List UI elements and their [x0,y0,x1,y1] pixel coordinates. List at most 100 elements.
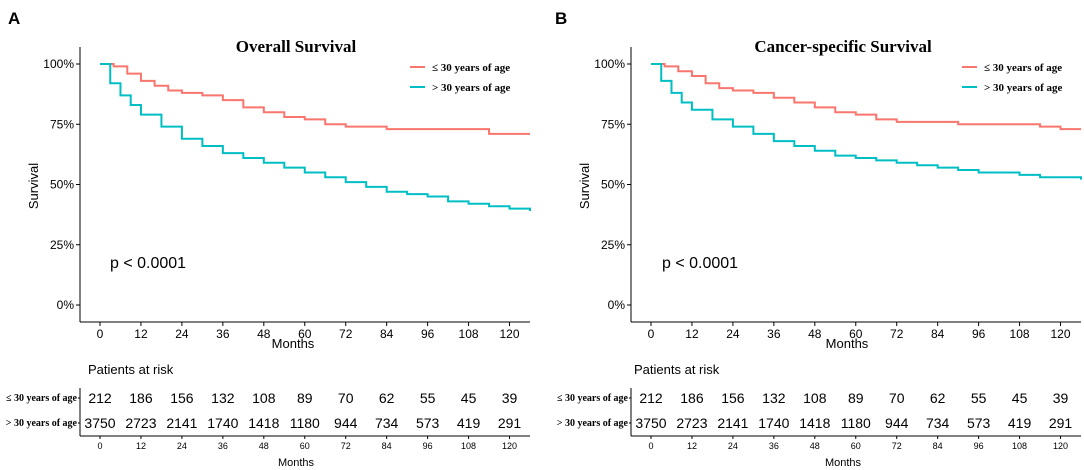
risk-x-tick-label: 24 [177,441,187,451]
legend: ≤ 30 years of age > 30 years of age [410,62,510,94]
p-value: p < 0.0001 [662,255,738,272]
risk-x-tick-label: 60 [851,441,861,451]
y-tick-label: 100% [43,57,74,71]
x-tick-label: 84 [931,327,945,341]
risk-count: 419 [1008,415,1032,431]
survival-curve-old [100,63,531,212]
risk-x-tick-label: 48 [810,441,820,451]
risk-x-tick-label: 120 [502,441,517,451]
risk-count: 62 [379,390,395,406]
y-tick-label: 0% [57,298,75,312]
panel-a: A Overall Survival Survival Months p < 0… [6,9,531,469]
risk-count: 1418 [799,415,830,431]
risk-x-tick-label: 12 [136,441,146,451]
risk-x-tick-label: 60 [300,441,310,451]
risk-count: 39 [502,390,518,406]
y-tick-label: 75% [601,117,625,131]
risk-count: 108 [252,390,276,406]
risk-count: 291 [498,415,522,431]
legend: ≤ 30 years of age > 30 years of age [962,62,1062,94]
risk-x-tick-label: 84 [933,441,943,451]
risk-count: 62 [930,390,946,406]
y-tick-label: 25% [50,238,74,252]
legend-label-young: ≤ 30 years of age [984,62,1062,74]
x-tick-label: 108 [1010,327,1030,341]
x-axis-label: Months [826,336,869,351]
risk-count: 3750 [635,415,666,431]
risk-x-tick-label: 0 [97,441,102,451]
risk-count: 2141 [166,415,197,431]
risk-x-tick-label: 0 [648,441,653,451]
x-tick-label: 36 [216,327,230,341]
x-tick-label: 24 [175,327,189,341]
survival-curve-old [651,63,1082,180]
panel-letter: A [8,9,20,28]
x-tick-label: 120 [1051,327,1071,341]
x-tick-label: 48 [808,327,822,341]
risk-table-title: Patients at risk [634,362,720,377]
risk-count: 1740 [758,415,789,431]
risk-x-tick-label: 72 [341,441,351,451]
risk-count: 212 [88,390,112,406]
legend-label-old: > 30 years of age [984,82,1062,94]
risk-count: 944 [885,415,909,431]
risk-count: 1740 [207,415,238,431]
risk-count: 45 [461,390,477,406]
x-tick-label: 48 [257,327,271,341]
risk-x-tick-label: 120 [1053,441,1068,451]
risk-count: 212 [639,390,663,406]
y-axis-label: Survival [26,163,41,209]
x-tick-label: 60 [298,327,312,341]
legend-label-old: > 30 years of age [432,82,510,94]
risk-table-title: Patients at risk [88,362,174,377]
risk-count: 2141 [717,415,748,431]
risk-count: 89 [297,390,313,406]
risk-count: 108 [803,390,827,406]
risk-x-tick-label: 12 [687,441,697,451]
y-tick-label: 50% [50,178,74,192]
risk-count: 132 [762,390,786,406]
y-tick-label: 25% [601,238,625,252]
risk-row-label-young: ≤ 30 years of age [6,393,78,404]
risk-count: 186 [129,390,153,406]
risk-count: 419 [457,415,481,431]
risk-count: 89 [848,390,864,406]
x-tick-label: 72 [890,327,904,341]
risk-count: 734 [375,415,399,431]
risk-count: 1180 [841,415,871,431]
x-tick-label: 24 [726,327,740,341]
risk-count: 39 [1053,390,1069,406]
chart-title: Overall Survival [236,37,357,56]
risk-count: 45 [1012,390,1028,406]
risk-count: 156 [170,390,194,406]
risk-x-axis-label: Months [278,457,315,469]
risk-count: 2723 [676,415,707,431]
risk-count: 573 [967,415,991,431]
x-tick-label: 0 [648,327,655,341]
risk-count: 3750 [84,415,115,431]
risk-x-tick-label: 84 [382,441,392,451]
y-tick-label: 50% [601,178,625,192]
risk-x-tick-label: 108 [461,441,476,451]
risk-x-tick-label: 108 [1012,441,1027,451]
risk-x-tick-label: 96 [974,441,984,451]
y-tick-label: 100% [594,57,625,71]
risk-row-label-old: > 30 years of age [557,418,629,429]
risk-count: 70 [889,390,905,406]
x-tick-label: 0 [97,327,104,341]
risk-count: 2723 [125,415,156,431]
risk-table: Patients at risk ≤ 30 years of age > 30 … [557,362,862,469]
risk-count: 573 [416,415,440,431]
x-tick-label: 12 [134,327,148,341]
risk-x-tick-label: 36 [218,441,228,451]
risk-count: 132 [211,390,235,406]
risk-count: 734 [926,415,950,431]
risk-table: Patients at risk ≤ 30 years of age > 30 … [6,362,315,469]
risk-count: 1418 [248,415,279,431]
x-axis-label: Months [272,336,315,351]
chart-title: Cancer-specific Survival [754,37,932,56]
y-tick-label: 75% [50,117,74,131]
panel-letter: B [555,9,567,28]
x-tick-label: 60 [849,327,863,341]
